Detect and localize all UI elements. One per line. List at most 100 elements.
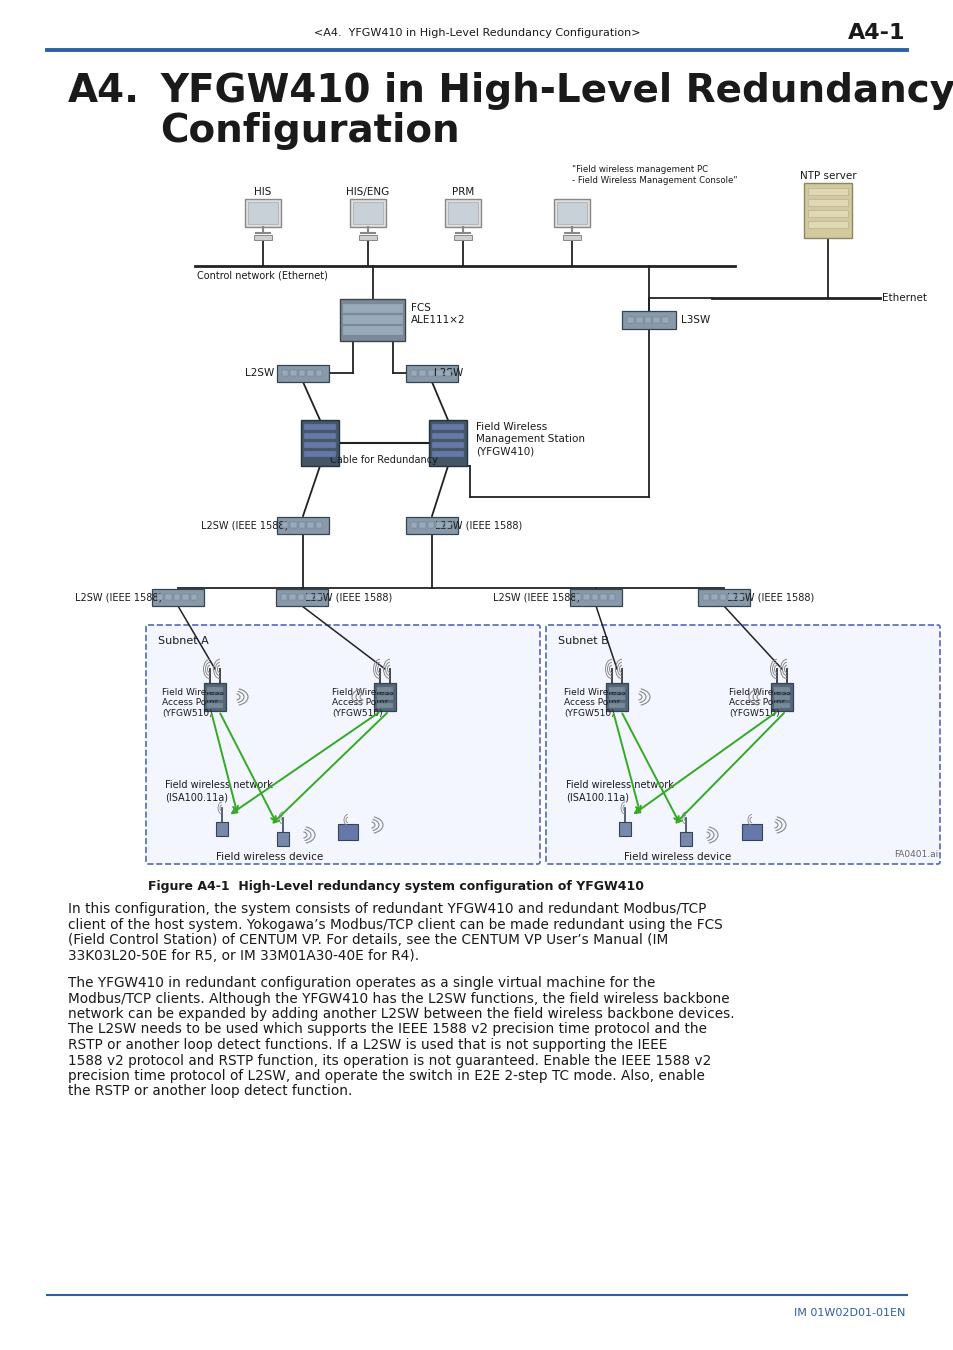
Bar xyxy=(376,703,393,707)
Bar xyxy=(444,198,480,227)
Bar xyxy=(432,433,463,439)
Text: Modbus/TCP clients. Although the YFGW410 has the L2SW functions, the field wirel: Modbus/TCP clients. Although the YFGW410… xyxy=(68,991,729,1006)
Bar xyxy=(608,703,624,707)
Bar xyxy=(702,594,709,599)
Bar xyxy=(644,317,651,323)
Bar xyxy=(276,364,329,382)
Bar xyxy=(698,589,749,606)
Text: L2SW (IEEE 1588): L2SW (IEEE 1588) xyxy=(75,593,162,602)
Bar xyxy=(337,824,357,840)
Bar xyxy=(661,317,668,323)
Bar xyxy=(448,202,477,224)
Bar xyxy=(608,695,624,701)
Text: L2SW: L2SW xyxy=(434,369,463,378)
Text: FA0401.ai: FA0401.ai xyxy=(893,850,937,859)
Bar xyxy=(376,695,393,701)
Bar xyxy=(248,202,277,224)
Text: L2SW (IEEE 1588): L2SW (IEEE 1588) xyxy=(435,520,521,531)
Bar xyxy=(427,370,434,377)
Bar xyxy=(621,310,676,329)
Bar xyxy=(807,220,847,228)
Text: Field wireless network
(ISA100.11a): Field wireless network (ISA100.11a) xyxy=(565,780,673,802)
Bar xyxy=(575,594,580,599)
Text: Ethernet: Ethernet xyxy=(882,293,926,302)
Text: L2SW (IEEE 1588): L2SW (IEEE 1588) xyxy=(201,520,288,531)
Bar xyxy=(290,522,296,528)
Bar xyxy=(807,198,847,205)
Text: the RSTP or another loop detect function.: the RSTP or another loop detect function… xyxy=(68,1084,352,1099)
Bar xyxy=(807,188,847,194)
Text: L2SW (IEEE 1588): L2SW (IEEE 1588) xyxy=(493,593,579,602)
Bar xyxy=(429,420,467,466)
Bar xyxy=(307,522,314,528)
Bar xyxy=(711,594,717,599)
Bar xyxy=(315,522,322,528)
Bar xyxy=(275,589,328,606)
Bar xyxy=(215,822,228,836)
Bar xyxy=(298,522,305,528)
Bar xyxy=(276,517,329,533)
Text: RSTP or another loop detect functions. If a L2SW is used that is not supporting : RSTP or another loop detect functions. I… xyxy=(68,1038,667,1052)
Text: HIS: HIS xyxy=(254,188,272,197)
Text: YFGW410 in High-Level Redundancy: YFGW410 in High-Level Redundancy xyxy=(160,72,953,109)
Bar xyxy=(406,364,457,382)
Text: The YFGW410 in redundant configuration operates as a single virtual machine for : The YFGW410 in redundant configuration o… xyxy=(68,976,655,990)
Text: HIS/ENG: HIS/ENG xyxy=(346,188,389,197)
Text: Field Wireless
Management Station
(YFGW410): Field Wireless Management Station (YFGW4… xyxy=(476,421,584,456)
Bar xyxy=(374,683,395,711)
Text: (Field Control Station) of CENTUM VP. For details, see the CENTUM VP User’s Manu: (Field Control Station) of CENTUM VP. Fo… xyxy=(68,933,667,946)
Bar xyxy=(353,202,382,224)
Bar xyxy=(653,317,659,323)
Bar xyxy=(803,182,851,238)
Bar xyxy=(376,687,393,693)
Bar xyxy=(562,235,580,240)
Text: Subnet B: Subnet B xyxy=(558,636,608,647)
Text: network can be expanded by adding another L2SW between the field wireless backbo: network can be expanded by adding anothe… xyxy=(68,1007,734,1021)
Bar xyxy=(432,441,463,448)
Bar xyxy=(358,235,376,240)
Bar xyxy=(736,594,742,599)
Text: Field wireless device: Field wireless device xyxy=(216,852,323,863)
Text: Field Wireless
Access Point
(YFGW510): Field Wireless Access Point (YFGW510) xyxy=(162,688,224,718)
Bar xyxy=(679,832,691,846)
Text: IM 01W02D01-01EN: IM 01W02D01-01EN xyxy=(793,1308,904,1318)
Bar xyxy=(626,317,633,323)
Bar xyxy=(282,522,288,528)
Text: NTP server: NTP server xyxy=(799,171,856,181)
Text: client of the host system. Yokogawa’s Modbus/TCP client can be made redundant us: client of the host system. Yokogawa’s Mo… xyxy=(68,918,722,932)
Text: L2SW: L2SW xyxy=(245,369,274,378)
Bar xyxy=(297,594,304,599)
Bar xyxy=(618,822,630,836)
Bar xyxy=(207,687,223,693)
Bar xyxy=(436,522,442,528)
Bar xyxy=(343,304,402,312)
Bar xyxy=(406,517,457,533)
Bar xyxy=(608,687,624,693)
Bar xyxy=(773,687,789,693)
Bar xyxy=(315,370,322,377)
Bar xyxy=(741,824,761,840)
Bar xyxy=(289,594,295,599)
Text: L2SW (IEEE 1588): L2SW (IEEE 1588) xyxy=(726,593,814,602)
Bar xyxy=(301,420,338,466)
Bar xyxy=(182,594,189,599)
Bar xyxy=(343,315,402,323)
Text: The L2SW needs to be used which supports the IEEE 1588 v2 precision time protoco: The L2SW needs to be used which supports… xyxy=(68,1022,706,1037)
Bar xyxy=(770,683,792,711)
Text: 33K03L20-50E for R5, or IM 33M01A30-40E for R4).: 33K03L20-50E for R5, or IM 33M01A30-40E … xyxy=(68,949,418,963)
Bar xyxy=(340,298,405,342)
Bar xyxy=(608,594,615,599)
Bar xyxy=(253,235,272,240)
Text: <A4.  YFGW410 in High-Level Redundancy Configuration>: <A4. YFGW410 in High-Level Redundancy Co… xyxy=(314,28,639,38)
Bar xyxy=(773,695,789,701)
Bar xyxy=(304,433,335,439)
Bar xyxy=(454,235,472,240)
Text: Field Wireless
Access Point
(YFGW510): Field Wireless Access Point (YFGW510) xyxy=(728,688,790,718)
Bar xyxy=(350,198,386,227)
Bar xyxy=(720,594,725,599)
Bar xyxy=(419,522,425,528)
Text: Control network (Ethernet): Control network (Ethernet) xyxy=(196,270,328,279)
Bar xyxy=(591,594,598,599)
Bar xyxy=(207,703,223,707)
Bar xyxy=(314,594,320,599)
